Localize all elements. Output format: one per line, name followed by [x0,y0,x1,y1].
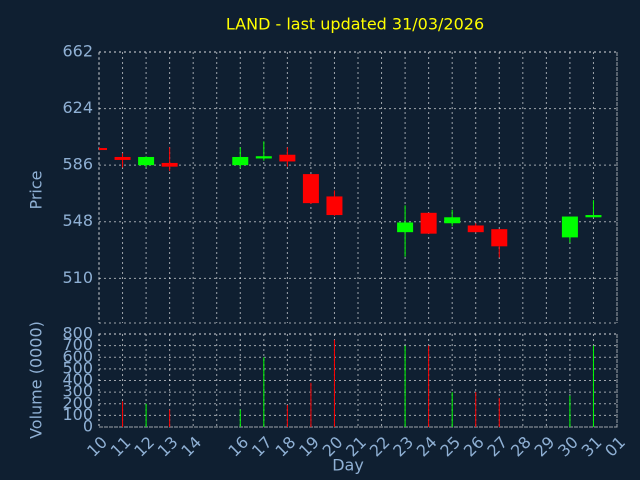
y-tick-label: 700 [62,335,93,354]
candle-body [420,212,437,234]
y-tick-label: 300 [62,382,93,401]
candle-body [279,154,296,162]
y-axis-label: Volume (0000) [27,321,46,439]
candle-body [99,148,107,151]
candle-body [114,156,131,160]
y-tick-label: 510 [62,268,93,287]
y-tick-label: 400 [62,370,93,389]
candle-body [397,222,414,233]
x-tick-label: 01 [601,433,629,461]
y-tick-label: 548 [62,211,93,230]
x-axis-label: Day [332,456,364,475]
y-tick-label: 662 [62,42,93,61]
plot-frame [98,333,618,428]
candle-body [561,216,578,238]
y-tick-label: 200 [62,393,93,412]
y-tick-label: 0 [83,417,93,436]
y-axis-label: Price [27,170,46,209]
candle-body [138,156,155,166]
y-tick-label: 100 [62,405,93,424]
candle-body [585,215,602,218]
candle-body [491,229,508,247]
candle-body [326,196,343,216]
candle-body [444,217,461,224]
candle-body [302,174,319,204]
chart-title: LAND - last updated 31/03/2026 [226,15,484,34]
y-tick-label: 586 [62,155,93,174]
y-tick-label: 600 [62,347,93,366]
candle-body [255,156,272,159]
y-tick-label: 500 [62,358,93,377]
y-tick-label: 800 [62,324,93,343]
x-tick-label: 14 [177,433,205,461]
candle-body [467,225,484,233]
y-tick-label: 624 [62,98,93,117]
candle-body [161,162,178,167]
candles [99,141,602,258]
candle-body [232,156,249,166]
